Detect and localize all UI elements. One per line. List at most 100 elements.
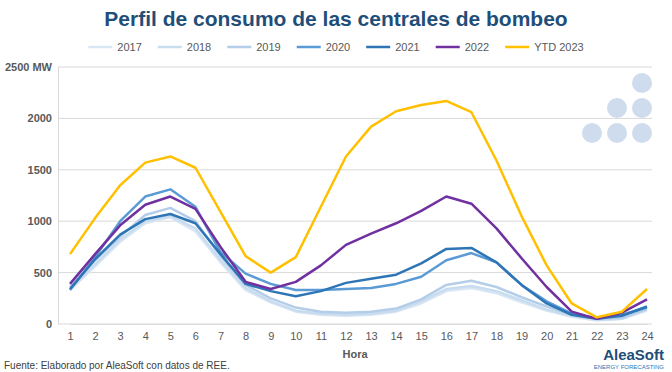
x-tick-label: 11 <box>316 330 327 342</box>
x-tick: 3 <box>118 324 124 342</box>
decoration-circle <box>632 98 652 118</box>
legend-swatch <box>436 46 460 49</box>
x-tick-label: 2 <box>93 330 99 342</box>
grid <box>58 67 652 324</box>
title: Perfil de consumo de las centrales de bo… <box>104 7 567 30</box>
x-tick-label: 16 <box>441 330 453 342</box>
logo-tagline: ENERGY FORECASTING <box>594 364 665 370</box>
x-tick-label: 5 <box>168 330 174 342</box>
legend-item: 2019 <box>227 41 280 53</box>
y-tick: 0 <box>46 318 58 330</box>
y-tick: 1000 <box>28 215 58 227</box>
legend-label: 2019 <box>256 41 280 53</box>
decoration-circle <box>632 123 652 143</box>
y-tick-label: 1000 <box>28 215 52 227</box>
x-tick-label: 13 <box>365 330 377 342</box>
x-tick: 18 <box>491 324 503 342</box>
series-line <box>70 197 647 319</box>
x-tick: 12 <box>340 324 352 342</box>
y-tick: 2500 MW <box>5 61 58 73</box>
x-tick-label: 15 <box>416 330 428 342</box>
legend-swatch <box>366 46 390 49</box>
x-tick: 15 <box>416 324 428 342</box>
series-line <box>70 217 647 320</box>
x-tick-label: 10 <box>290 330 302 342</box>
grid-line <box>58 169 652 170</box>
x-tick-label: 19 <box>516 330 528 342</box>
x-tick: 8 <box>243 324 249 342</box>
x-tick: 9 <box>268 324 274 342</box>
source-note: Fuente: Elaborado por AleaSoft con datos… <box>4 360 230 371</box>
legend-swatch <box>88 46 112 49</box>
legend-item: YTD 2023 <box>505 41 584 53</box>
x-tick-label: 7 <box>218 330 224 342</box>
x-tick: 1 <box>67 324 73 342</box>
logo-name: AleaSoft <box>603 346 664 363</box>
legend-item: 2018 <box>158 41 211 53</box>
legend-item: 2020 <box>297 41 350 53</box>
y-axis: 0 500 1000 1500 2000 2500 MW <box>5 61 59 330</box>
series-line <box>70 101 647 317</box>
grid-line <box>58 67 652 68</box>
decoration <box>582 73 652 143</box>
x-tick: 21 <box>566 324 578 342</box>
series-line <box>70 189 647 318</box>
x-tick-label: 8 <box>243 330 249 342</box>
decoration-circle <box>607 123 627 143</box>
x-tick: 14 <box>391 324 403 342</box>
decoration-circle <box>607 98 627 118</box>
x-tick: 7 <box>218 324 224 342</box>
grid-line <box>58 324 652 325</box>
y-axis-line <box>58 68 59 325</box>
legend-swatch <box>297 46 321 49</box>
decoration-circle <box>632 73 652 93</box>
x-tick-label: 9 <box>268 330 274 342</box>
x-tick: 22 <box>591 324 603 342</box>
x-tick-label: 14 <box>391 330 403 342</box>
x-tick: 10 <box>290 324 302 342</box>
legend: 201720182019202020212022YTD 2023 <box>88 41 583 53</box>
series-line <box>70 216 647 320</box>
x-tick: 17 <box>466 324 478 342</box>
x-tick: 2 <box>93 324 99 342</box>
y-tick-label: 1500 <box>28 164 52 176</box>
legend-swatch <box>158 46 182 49</box>
legend-label: 2018 <box>187 41 211 53</box>
x-tick-label: 1 <box>67 330 73 342</box>
x-axis-title: Hora <box>342 348 368 360</box>
grid-line <box>58 118 652 119</box>
series-lines <box>70 101 647 320</box>
y-tick: 500 <box>34 267 58 279</box>
x-tick: 23 <box>616 324 628 342</box>
series-line <box>70 214 647 319</box>
chart: Perfil de consumo de las centrales de bo… <box>0 0 672 372</box>
y-tick: 1500 <box>28 164 58 176</box>
x-tick-label: 3 <box>118 330 124 342</box>
x-tick: 16 <box>441 324 453 342</box>
x-tick-label: 23 <box>616 330 628 342</box>
x-tick: 20 <box>541 324 553 342</box>
x-axis-line <box>71 324 648 325</box>
x-tick-label: 20 <box>541 330 553 342</box>
y-tick-label: 500 <box>34 267 52 279</box>
x-tick: 4 <box>143 324 149 342</box>
x-tick: 11 <box>316 324 327 342</box>
legend-label: 2020 <box>326 41 350 53</box>
x-tick: 24 <box>641 324 653 342</box>
x-tick-label: 17 <box>466 330 478 342</box>
x-tick: 13 <box>365 324 377 342</box>
x-tick: 19 <box>516 324 528 342</box>
legend-label: YTD 2023 <box>534 41 584 53</box>
x-tick-label: 4 <box>143 330 149 342</box>
x-tick-label: 24 <box>641 330 653 342</box>
legend-item: 2017 <box>88 41 141 53</box>
y-tick: 2000 <box>28 112 58 124</box>
x-axis: 123456789101112131415161718192021222324 <box>67 324 653 342</box>
x-tick-label: 6 <box>193 330 199 342</box>
decoration-circle <box>582 123 602 143</box>
legend-item: 2022 <box>436 41 489 53</box>
x-tick: 6 <box>193 324 199 342</box>
y-tick-label: 0 <box>46 318 52 330</box>
legend-swatch <box>505 46 529 49</box>
legend-swatch <box>227 46 251 49</box>
